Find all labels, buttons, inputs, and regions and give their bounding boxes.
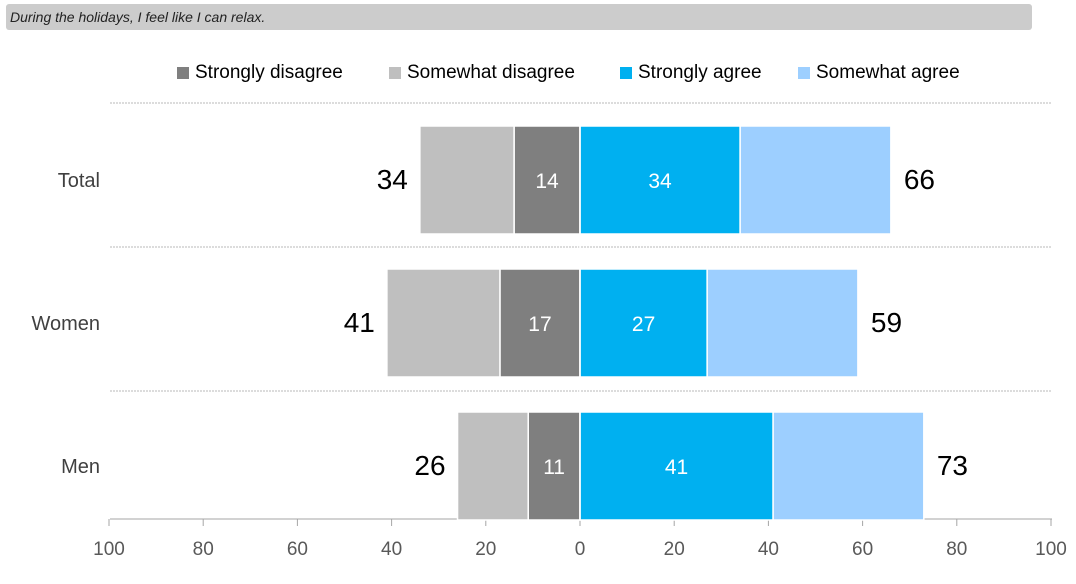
- data-label-strongly-disagree-women: 17: [528, 313, 551, 336]
- x-tick-label-7: 40: [758, 539, 779, 560]
- category-label-women: Women: [31, 313, 100, 335]
- data-label-strongly-agree-men: 41: [665, 456, 688, 479]
- legend-item-somewhat-agree: Somewhat agree: [798, 60, 960, 86]
- bar-strongly-agree-men: [579, 411, 774, 521]
- bar-somewhat-agree-women: [706, 268, 859, 378]
- x-tick-label-0: 100: [93, 539, 125, 560]
- agree-total-total: 66: [904, 164, 935, 195]
- x-tick-label-10: 100: [1035, 539, 1067, 560]
- data-label-strongly-agree-women: 27: [632, 313, 655, 336]
- legend-swatch-strongly-agree: [620, 67, 632, 79]
- x-tick-label-2: 60: [287, 539, 308, 560]
- bar-strongly-disagree-men: [527, 411, 581, 521]
- chart-title: During the holidays, I feel like I can r…: [10, 9, 266, 25]
- legend-swatch-somewhat-agree: [798, 67, 810, 79]
- legend-item-somewhat-disagree: Somewhat disagree: [389, 60, 575, 86]
- x-tick-label-4: 20: [475, 539, 496, 560]
- category-label-men: Men: [61, 456, 100, 478]
- x-tick-label-8: 60: [852, 539, 873, 560]
- legend-label-somewhat-disagree: Somewhat disagree: [407, 62, 575, 83]
- data-label-strongly-disagree-men: 11: [543, 456, 565, 479]
- x-tick-label-3: 40: [381, 539, 402, 560]
- bar-somewhat-disagree-women: [386, 268, 501, 378]
- legend-item-strongly-agree: Strongly agree: [620, 60, 762, 86]
- data-label-strongly-agree-total: 34: [648, 170, 672, 193]
- chart-legend: Strongly disagree Somewhat disagree Stro…: [0, 60, 1076, 86]
- x-tick-label-6: 20: [664, 539, 685, 560]
- legend-swatch-somewhat-disagree: [389, 67, 401, 79]
- agree-total-men: 73: [937, 450, 968, 481]
- bar-somewhat-agree-total: [739, 125, 892, 235]
- legend-label-strongly-agree: Strongly agree: [638, 62, 762, 83]
- legend-label-somewhat-agree: Somewhat agree: [816, 62, 960, 83]
- chart-title-bar: During the holidays, I feel like I can r…: [6, 4, 1032, 30]
- legend-label-strongly-disagree: Strongly disagree: [195, 62, 343, 83]
- legend-item-strongly-disagree: Strongly disagree: [177, 60, 343, 86]
- agree-total-women: 59: [871, 307, 902, 338]
- legend-swatch-strongly-disagree: [177, 67, 189, 79]
- x-tick-label-1: 80: [193, 539, 214, 560]
- bar-somewhat-agree-men: [772, 411, 925, 521]
- disagree-total-men: 26: [414, 450, 445, 481]
- bar-somewhat-disagree-total: [419, 125, 515, 235]
- x-tick-label-5: 0: [575, 539, 586, 560]
- x-tick-label-9: 80: [946, 539, 967, 560]
- category-label-total: Total: [58, 170, 100, 192]
- bar-somewhat-disagree-men: [456, 411, 529, 521]
- disagree-total-women: 41: [344, 307, 375, 338]
- disagree-total-total: 34: [377, 164, 408, 195]
- data-label-strongly-disagree-total: 14: [535, 170, 559, 193]
